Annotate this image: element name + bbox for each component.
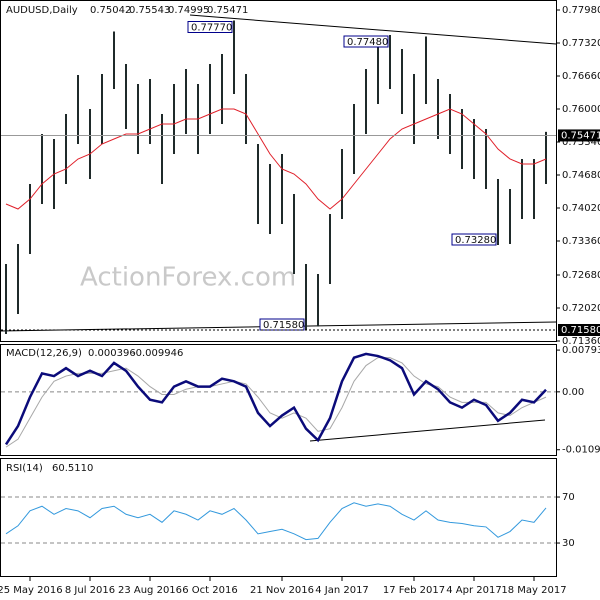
y-tick-label: 0.74680 — [562, 170, 600, 181]
rsi-panel — [0, 458, 557, 577]
annotation-label: 0.73280 — [455, 235, 496, 246]
reading: 0.000396 — [88, 348, 136, 359]
x-tick-label: 18 May 2017 — [501, 585, 566, 596]
y-tick-label: 0.007932 — [562, 345, 600, 356]
y-tick-label: 0.71360 — [562, 336, 600, 347]
quote-close: 0.75471 — [207, 5, 248, 16]
x-tick-label: 4 Apr 2017 — [446, 585, 501, 596]
x-tick-label: 21 Nov 2016 — [250, 585, 314, 596]
trend-line — [309, 419, 546, 442]
quote-low: 0.74995 — [168, 5, 209, 16]
price-box — [558, 129, 600, 142]
symbol: AUDUSD,Daily — [6, 5, 78, 16]
x-tick-label: 6 Oct 2016 — [182, 585, 237, 596]
annotation-box — [451, 233, 497, 246]
indicator-name: MACD(12,26,9) — [6, 348, 82, 359]
rsi-header: RSI(14) 60.5110 — [6, 463, 93, 474]
level-box — [558, 324, 600, 336]
y-tick-label: 0.76000 — [562, 104, 600, 115]
x-tick-label: 23 Aug 2016 — [118, 585, 182, 596]
trend-line — [189, 14, 557, 45]
macd-header: MACD(12,26,9) 0.000396 -0.009946 — [6, 348, 183, 359]
quote-open: 0.75042 — [90, 5, 131, 16]
y-tick-label: 0.72020 — [562, 303, 600, 314]
annotation-label: 0.77770 — [191, 23, 232, 34]
y-tick-label: 0.00 — [562, 387, 584, 398]
reading: -0.009946 — [132, 348, 183, 359]
price-header: AUDUSD,Daily 0.75042 0.75543 0.74995 0.7… — [6, 5, 248, 16]
y-tick-label: 0.74020 — [562, 203, 600, 214]
level-label: 0.71580 — [561, 325, 600, 336]
watermark: ActionForex.com — [80, 263, 296, 293]
price-label: 0.75471 — [561, 130, 600, 141]
y-tick-label: 0.73360 — [562, 236, 600, 247]
macd-line — [4, 352, 547, 446]
indicator-name: RSI(14) — [6, 463, 43, 474]
reading: 60.5110 — [52, 463, 93, 474]
y-tick-label: 0.76660 — [562, 71, 600, 82]
y-tick-label: 0.75340 — [562, 137, 600, 148]
annotation-label: 0.71580 — [263, 320, 304, 331]
moving-average — [5, 108, 547, 210]
annotation-box — [343, 35, 389, 48]
y-tick-label: 0.77320 — [562, 38, 600, 49]
price-panel — [0, 0, 557, 342]
x-tick-label: 4 Jan 2017 — [315, 585, 369, 596]
quote-high: 0.75543 — [129, 5, 170, 16]
annotation-label: 0.77480 — [347, 37, 388, 48]
x-tick-label: 25 May 2016 — [0, 585, 63, 596]
x-tick-label: 8 Jul 2016 — [65, 585, 115, 596]
annotation-box — [187, 21, 233, 33]
y-tick-label: 30 — [562, 538, 575, 549]
macd-panel — [0, 344, 557, 456]
x-tick-label: 17 Feb 2017 — [383, 585, 445, 596]
rsi-line — [5, 502, 547, 541]
y-tick-label: 0.72680 — [562, 270, 600, 281]
y-tick-label: 0.77980 — [562, 5, 600, 16]
y-tick-label: 70 — [562, 492, 575, 503]
y-tick-label: -0.010999 — [562, 445, 600, 456]
